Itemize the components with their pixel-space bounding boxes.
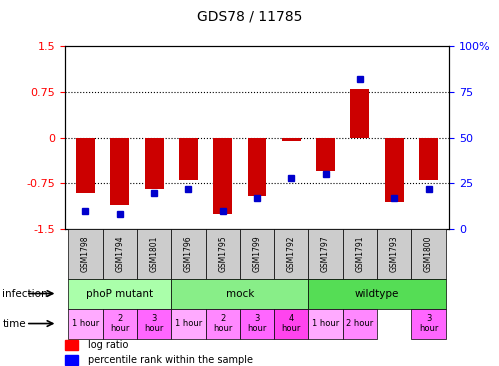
FancyBboxPatch shape bbox=[137, 309, 171, 339]
Text: GSM1792: GSM1792 bbox=[287, 236, 296, 272]
Text: 3
hour: 3 hour bbox=[144, 314, 164, 333]
Bar bbox=[282, 138, 301, 141]
FancyBboxPatch shape bbox=[274, 229, 308, 279]
Text: GSM1794: GSM1794 bbox=[115, 235, 124, 272]
Text: percentile rank within the sample: percentile rank within the sample bbox=[88, 355, 253, 365]
Text: 1 hour: 1 hour bbox=[312, 319, 339, 328]
Bar bbox=[65, 355, 78, 365]
Text: GSM1797: GSM1797 bbox=[321, 235, 330, 272]
Bar bbox=[179, 138, 198, 180]
Bar bbox=[145, 138, 164, 190]
FancyBboxPatch shape bbox=[411, 229, 446, 279]
FancyBboxPatch shape bbox=[68, 279, 171, 309]
Bar bbox=[76, 138, 95, 193]
Text: GSM1798: GSM1798 bbox=[81, 236, 90, 272]
Bar bbox=[110, 138, 129, 205]
Bar bbox=[350, 89, 369, 138]
FancyBboxPatch shape bbox=[68, 309, 103, 339]
Text: 2
hour: 2 hour bbox=[213, 314, 233, 333]
Bar bbox=[316, 138, 335, 171]
Text: wildtype: wildtype bbox=[355, 288, 399, 299]
Text: 1 hour: 1 hour bbox=[72, 319, 99, 328]
Text: GDS78 / 11785: GDS78 / 11785 bbox=[197, 9, 302, 23]
FancyBboxPatch shape bbox=[411, 309, 446, 339]
FancyBboxPatch shape bbox=[171, 229, 206, 279]
FancyBboxPatch shape bbox=[308, 229, 343, 279]
Text: GSM1795: GSM1795 bbox=[218, 235, 227, 272]
FancyBboxPatch shape bbox=[308, 309, 343, 339]
Text: GSM1796: GSM1796 bbox=[184, 235, 193, 272]
Text: 4
hour: 4 hour bbox=[281, 314, 301, 333]
Text: mock: mock bbox=[226, 288, 254, 299]
Text: 1 hour: 1 hour bbox=[175, 319, 202, 328]
Text: 3
hour: 3 hour bbox=[419, 314, 438, 333]
Text: 2 hour: 2 hour bbox=[346, 319, 374, 328]
Bar bbox=[65, 340, 78, 350]
FancyBboxPatch shape bbox=[103, 309, 137, 339]
FancyBboxPatch shape bbox=[206, 229, 240, 279]
FancyBboxPatch shape bbox=[377, 229, 411, 279]
Text: 3
hour: 3 hour bbox=[248, 314, 266, 333]
FancyBboxPatch shape bbox=[308, 279, 446, 309]
Text: GSM1801: GSM1801 bbox=[150, 236, 159, 272]
FancyBboxPatch shape bbox=[137, 229, 171, 279]
FancyBboxPatch shape bbox=[171, 309, 206, 339]
FancyBboxPatch shape bbox=[343, 309, 377, 339]
Text: 2
hour: 2 hour bbox=[110, 314, 129, 333]
Text: phoP mutant: phoP mutant bbox=[86, 288, 153, 299]
FancyBboxPatch shape bbox=[103, 229, 137, 279]
Text: time: time bbox=[2, 318, 26, 329]
Text: GSM1793: GSM1793 bbox=[390, 235, 399, 272]
Bar bbox=[248, 138, 266, 195]
FancyBboxPatch shape bbox=[68, 229, 103, 279]
FancyBboxPatch shape bbox=[171, 279, 308, 309]
FancyBboxPatch shape bbox=[274, 309, 308, 339]
Text: GSM1791: GSM1791 bbox=[355, 236, 364, 272]
FancyBboxPatch shape bbox=[343, 229, 377, 279]
FancyBboxPatch shape bbox=[240, 229, 274, 279]
FancyBboxPatch shape bbox=[206, 309, 240, 339]
Bar bbox=[385, 138, 404, 202]
FancyBboxPatch shape bbox=[240, 309, 274, 339]
Text: GSM1799: GSM1799 bbox=[252, 235, 261, 272]
Text: log ratio: log ratio bbox=[88, 340, 128, 350]
Bar bbox=[213, 138, 232, 214]
Bar bbox=[419, 138, 438, 180]
Text: GSM1800: GSM1800 bbox=[424, 236, 433, 272]
Text: infection: infection bbox=[2, 288, 48, 299]
